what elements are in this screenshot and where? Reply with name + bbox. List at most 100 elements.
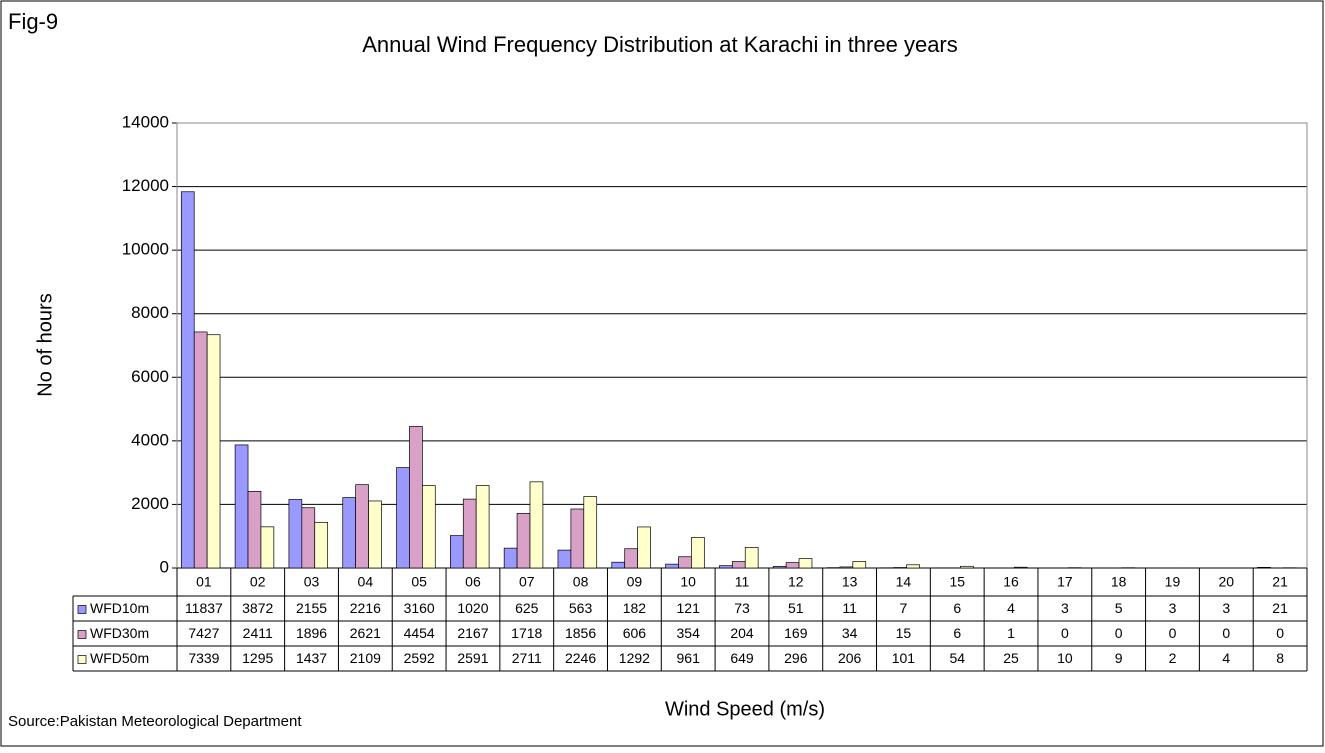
table-value: 961 bbox=[677, 650, 701, 666]
bar bbox=[194, 332, 207, 568]
table-value: 9 bbox=[1115, 650, 1123, 666]
table-value: 1020 bbox=[457, 600, 488, 616]
legend-key bbox=[78, 631, 86, 639]
table-value: 34 bbox=[842, 625, 858, 641]
table-value: 606 bbox=[623, 625, 647, 641]
table-value: 21 bbox=[1272, 600, 1288, 616]
table-value: 2109 bbox=[350, 650, 381, 666]
table-value: 3160 bbox=[404, 600, 435, 616]
table-value: 0 bbox=[1169, 625, 1177, 641]
bar bbox=[463, 499, 476, 568]
bar bbox=[666, 564, 679, 568]
table-value: 3 bbox=[1061, 600, 1069, 616]
bar bbox=[409, 426, 422, 568]
table-value: 1295 bbox=[242, 650, 273, 666]
table-value: 0 bbox=[1222, 625, 1230, 641]
table-value: 8 bbox=[1276, 650, 1284, 666]
bar bbox=[840, 567, 853, 568]
x-tick-label: 06 bbox=[465, 574, 481, 590]
bar bbox=[369, 501, 382, 568]
bar bbox=[302, 508, 315, 568]
y-tick-label: 12000 bbox=[122, 176, 169, 195]
table-value: 1 bbox=[1007, 625, 1015, 641]
x-axis-label: Wind Speed (m/s) bbox=[665, 698, 825, 720]
bar bbox=[397, 468, 410, 568]
table-value: 11 bbox=[842, 600, 857, 616]
bar bbox=[315, 522, 328, 568]
bar bbox=[450, 536, 463, 568]
x-tick-label: 21 bbox=[1272, 574, 1288, 590]
table-value: 4454 bbox=[404, 625, 435, 641]
figure-label: Fig-9 bbox=[8, 9, 58, 34]
table-value: 2216 bbox=[350, 600, 381, 616]
y-tick-label: 14000 bbox=[122, 112, 169, 131]
table-value: 2167 bbox=[457, 625, 488, 641]
table-value: 1718 bbox=[511, 625, 542, 641]
bar bbox=[356, 485, 369, 568]
table-value: 121 bbox=[677, 600, 701, 616]
table-value: 11837 bbox=[185, 600, 223, 616]
table-value: 1896 bbox=[296, 625, 327, 641]
table-value: 25 bbox=[1003, 650, 1019, 666]
y-tick-label: 8000 bbox=[131, 303, 169, 322]
table-value: 0 bbox=[1061, 625, 1069, 641]
x-tick-label: 19 bbox=[1165, 574, 1181, 590]
table-value: 296 bbox=[784, 650, 808, 666]
table-value: 4 bbox=[1222, 650, 1230, 666]
y-axis-label: No of hours bbox=[34, 293, 56, 396]
x-tick-label: 09 bbox=[627, 574, 643, 590]
table-value: 54 bbox=[949, 650, 965, 666]
x-tick-label: 18 bbox=[1111, 574, 1127, 590]
table-value: 3872 bbox=[242, 600, 273, 616]
bar bbox=[732, 562, 745, 568]
x-tick-label: 01 bbox=[196, 574, 212, 590]
bar bbox=[530, 482, 543, 568]
table-value: 6 bbox=[953, 600, 961, 616]
bar bbox=[625, 549, 638, 568]
bar bbox=[207, 335, 220, 568]
x-tick-label: 02 bbox=[250, 574, 266, 590]
bar bbox=[719, 566, 732, 568]
table-value: 4 bbox=[1007, 600, 1015, 616]
table-value: 51 bbox=[788, 600, 804, 616]
bar bbox=[773, 566, 786, 568]
bar bbox=[558, 550, 571, 568]
chart-title: Annual Wind Frequency Distribution at Ka… bbox=[362, 32, 958, 57]
table-value: 1856 bbox=[565, 625, 596, 641]
bar bbox=[638, 527, 651, 568]
bar bbox=[422, 486, 435, 568]
bar bbox=[584, 497, 597, 568]
bar bbox=[476, 486, 489, 568]
bar bbox=[799, 559, 812, 568]
x-tick-label: 08 bbox=[573, 574, 589, 590]
table-value: 563 bbox=[569, 600, 593, 616]
bar bbox=[343, 498, 356, 568]
bar bbox=[261, 527, 274, 568]
source: Source:Pakistan Meteorological Departmen… bbox=[8, 713, 302, 730]
x-tick-label: 10 bbox=[680, 574, 696, 590]
x-tick-label: 13 bbox=[842, 574, 858, 590]
x-tick-label: 20 bbox=[1218, 574, 1234, 590]
table-value: 2155 bbox=[296, 600, 327, 616]
table-value: 2591 bbox=[457, 650, 488, 666]
bar bbox=[1257, 567, 1270, 568]
table-value: 204 bbox=[730, 625, 754, 641]
table-value: 2411 bbox=[243, 625, 273, 641]
table-value: 2621 bbox=[350, 625, 381, 641]
table-value: 2246 bbox=[565, 650, 596, 666]
table-value: 1437 bbox=[296, 650, 327, 666]
table-value: 101 bbox=[892, 650, 916, 666]
x-tick-label: 04 bbox=[358, 574, 374, 590]
x-tick-label: 14 bbox=[896, 574, 912, 590]
bar bbox=[960, 566, 973, 568]
legend-label: WFD30m bbox=[90, 625, 149, 641]
table-value: 1292 bbox=[619, 650, 650, 666]
x-tick-label: 16 bbox=[1003, 574, 1019, 590]
bar bbox=[907, 565, 920, 568]
y-tick-label: 4000 bbox=[131, 430, 169, 449]
bar bbox=[691, 537, 704, 568]
table-value: 354 bbox=[677, 625, 701, 641]
bar bbox=[571, 509, 584, 568]
bar bbox=[679, 557, 692, 568]
table-value: 5 bbox=[1115, 600, 1123, 616]
